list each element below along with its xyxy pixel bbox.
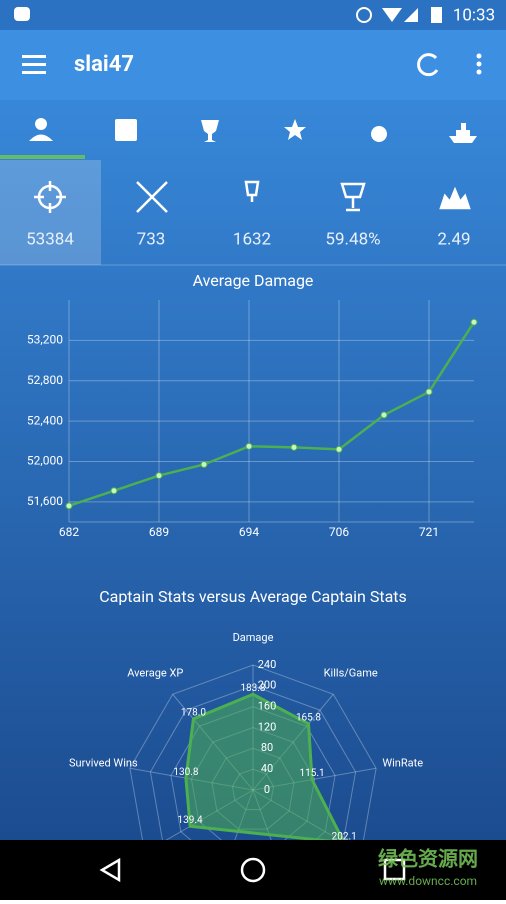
data-point [245,442,253,450]
tab-trophy[interactable] [201,120,219,142]
signal-icon [404,8,418,22]
tab-medal[interactable] [371,126,387,142]
tab-indicator [0,155,85,159]
y-tick-label: 53,200 [27,333,63,347]
x-tick-label: 721 [419,525,439,539]
value-label: 130.8 [173,767,198,778]
icon-kills [439,186,471,210]
chart-title: Captain Stats versus Average Captain Sta… [99,587,407,606]
axis-label: Damage [233,631,274,644]
refresh-button[interactable] [417,53,439,77]
back-button[interactable] [99,857,121,883]
radar-area [184,692,345,840]
data-point [425,388,433,396]
stat-value: 59.48% [325,229,380,249]
app-title: slai47 [74,52,134,77]
axis-label: WinRate [382,757,423,770]
icon-winrate [340,182,366,212]
y-tick-label: 52,000 [27,454,63,468]
recents-button[interactable] [383,858,406,881]
stat-value: 1632 [233,229,271,249]
x-tick-label: 706 [329,525,349,539]
data-point [290,443,298,451]
r-tick-label: 0 [264,783,270,796]
icon-wins [244,180,260,202]
value-label: 202.1 [332,831,357,842]
battery-icon [431,7,442,23]
x-tick-label: 682 [59,525,79,539]
data-point [200,460,208,468]
android-icon [14,7,30,21]
alarm-icon [356,7,372,23]
watermark-title: 绿色资源网 [378,846,478,870]
overflow-button[interactable] [476,53,482,75]
stat-value: 53384 [26,229,74,249]
r-tick-label: 80 [261,741,273,754]
value-label: 115.1 [299,768,324,779]
clock: 10:33 [453,5,495,25]
menu-button[interactable] [22,55,46,74]
chart-title: Average Damage [193,271,314,290]
value-label: 178.0 [181,708,206,719]
value-label: 165.8 [296,712,321,723]
nav-bar [0,840,506,900]
status-bar [0,0,506,30]
tab-star[interactable] [284,119,306,140]
icon-damage [34,181,66,213]
r-tick-label: 160 [258,700,277,713]
r-tick-label: 200 [258,679,277,692]
home-button[interactable] [240,857,266,883]
r-tick-label: 120 [258,720,277,733]
grid-ring [129,664,377,840]
value-label: 183.8 [240,683,265,694]
icon-battles [136,181,168,213]
value-label: 139.4 [178,815,203,826]
data-point [65,502,73,510]
watermark-url: www.downcc.com [379,874,477,888]
stat-value: 2.49 [437,229,470,249]
r-tick-label: 40 [261,762,273,775]
grid-ring [170,706,336,840]
r-tick-label: 240 [258,658,277,671]
data-point [380,411,388,419]
data-point [110,487,118,495]
y-tick-label: 52,800 [27,373,63,387]
y-tick-label: 51,600 [27,494,63,508]
data-point [155,472,163,480]
tab-ship[interactable] [449,123,477,143]
grid-ring [149,685,357,840]
data-line [68,321,476,508]
x-tick-label: 689 [149,525,169,539]
charts: Average Damage 51,600 52,000 52,400 52,800 53… [27,271,478,842]
data-point [470,318,478,326]
axis-label: Average XP [127,666,183,679]
data-point [335,445,343,453]
wifi-icon [382,8,402,22]
app-bar [0,30,506,100]
x-tick-label: 694 [239,525,259,539]
axis-label: Kills/Game [324,666,378,679]
axis-label: Survived Wins [69,757,138,770]
y-tick-label: 52,400 [27,413,63,427]
tab-stats[interactable] [115,119,137,141]
tab-profile[interactable] [29,118,53,141]
stat-value: 733 [137,229,166,249]
